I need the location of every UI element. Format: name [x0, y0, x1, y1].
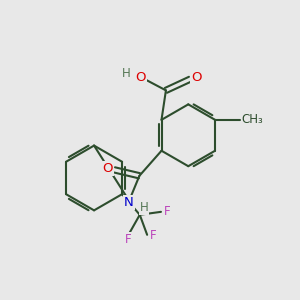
Text: O: O	[191, 71, 202, 84]
Text: N: N	[124, 196, 134, 209]
Text: H: H	[122, 68, 131, 80]
Text: F: F	[150, 229, 157, 242]
Text: O: O	[103, 162, 113, 175]
Text: H: H	[140, 201, 148, 214]
Text: O: O	[136, 71, 146, 84]
Text: CH₃: CH₃	[242, 113, 263, 126]
Text: F: F	[164, 205, 171, 218]
Text: F: F	[125, 233, 131, 246]
